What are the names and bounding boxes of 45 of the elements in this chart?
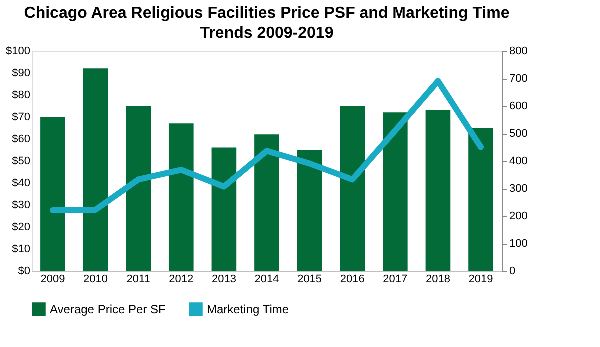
y2-tick-label: 0 bbox=[510, 266, 516, 278]
y2-tick-label: 700 bbox=[510, 73, 528, 85]
bar bbox=[426, 110, 451, 271]
y-tick-label: $20 bbox=[12, 222, 30, 234]
y2-tick-label: 600 bbox=[510, 100, 528, 112]
bar bbox=[383, 112, 408, 271]
y-tick-label: $0 bbox=[18, 266, 30, 278]
y-tick-label: $10 bbox=[12, 244, 30, 256]
y-tick-label: $80 bbox=[12, 90, 30, 102]
bar bbox=[297, 150, 322, 271]
bar bbox=[83, 68, 108, 271]
y-tick-label: $30 bbox=[12, 200, 30, 212]
y2-tick-label: 500 bbox=[510, 128, 528, 140]
legend-label: Average Price Per SF bbox=[50, 302, 166, 316]
x-tick-label: 2018 bbox=[426, 274, 450, 286]
bar bbox=[340, 106, 366, 271]
y-tick-label: $70 bbox=[12, 112, 30, 124]
x-tick-label: 2013 bbox=[212, 274, 236, 286]
x-tick-label: 2019 bbox=[468, 274, 494, 286]
bar bbox=[126, 106, 151, 271]
bar bbox=[254, 134, 280, 271]
legend-label: Marketing Time bbox=[207, 302, 290, 316]
x-tick-label: 2017 bbox=[383, 274, 408, 286]
chart-title: Chicago Area Religious Facilities Price PSF and Marketing Time Trends 2009-2019 bbox=[24, 5, 510, 42]
y-tick-label: $50 bbox=[12, 156, 30, 168]
y2-tick-label: 200 bbox=[510, 210, 528, 222]
bar bbox=[40, 117, 66, 271]
y-tick-label: $60 bbox=[12, 134, 30, 146]
x-tick-label: 2010 bbox=[84, 274, 108, 286]
y2-tick-label: 400 bbox=[510, 156, 528, 168]
y-tick-label: $40 bbox=[12, 178, 30, 190]
y2-tick-label: 300 bbox=[510, 183, 528, 195]
x-tick-label: 2015 bbox=[298, 274, 322, 286]
x-tick-label: 2009 bbox=[40, 274, 66, 286]
bar bbox=[212, 148, 237, 271]
bar bbox=[168, 124, 194, 271]
x-tick-label: 2014 bbox=[254, 274, 280, 286]
y2-tick-label: 100 bbox=[510, 238, 528, 250]
y-tick-label: $100 bbox=[6, 46, 30, 58]
x-tick-label: 2011 bbox=[126, 274, 150, 286]
x-tick-label: 2016 bbox=[340, 274, 365, 286]
y2-tick-label: 800 bbox=[510, 46, 528, 58]
y-tick-label: $90 bbox=[12, 68, 30, 80]
x-tick-label: 2012 bbox=[169, 274, 194, 286]
bar bbox=[468, 128, 494, 271]
